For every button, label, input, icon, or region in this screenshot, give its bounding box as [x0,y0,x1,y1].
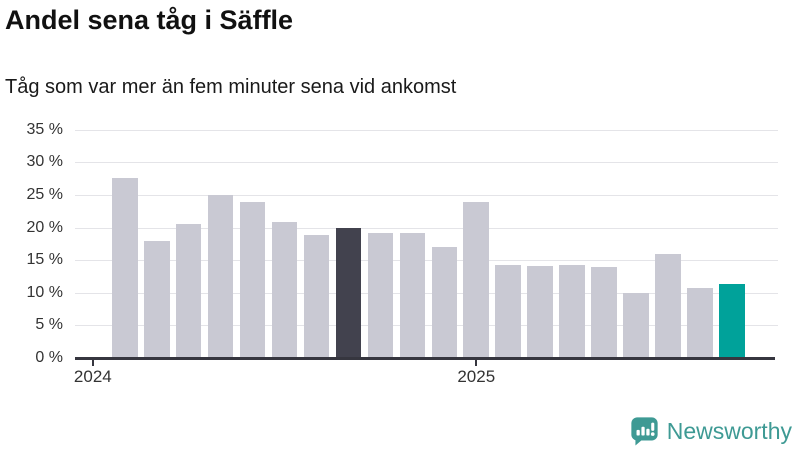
gridline [75,227,778,229]
page-title: Andel sena tåg i Säffle [5,5,294,35]
bar [399,232,426,358]
y-axis-label: 20 % [26,218,63,236]
x-axis-baseline [75,356,775,360]
bar [207,195,234,358]
bar [591,267,617,358]
bar [559,264,585,358]
bar-highlight-previous-year [335,228,362,358]
x-axis-tick [91,359,94,366]
y-axis-label: 25 % [26,186,63,203]
x-axis-tick [475,359,478,366]
x-axis-label: 2025 [457,367,496,386]
y-axis-label: 10 % [26,283,63,301]
y-axis-label: 30 % [26,153,63,171]
gridline [75,260,778,262]
bar [112,178,138,358]
bar [175,223,202,358]
gridline [75,162,778,164]
bar [271,222,298,358]
bar [527,266,553,358]
gridline [75,129,778,131]
chart-subtitle: Tåg som var mer än fem minuter sena vid … [5,76,457,98]
bar [655,254,681,358]
bar [239,202,266,358]
gridline [75,292,778,294]
bar-highlight-latest [719,283,745,358]
newsworthy-wordmark: Newsworthy [666,417,792,444]
newsworthy-branding: Newsworthy [630,416,792,446]
bar [431,247,458,358]
bar [367,232,394,358]
gridline [75,195,778,196]
bar [495,265,521,358]
y-axis-label: 15 % [26,251,63,269]
bar [687,288,713,358]
newsworthy-logo-icon [631,417,658,446]
bar [143,241,170,358]
bar [303,234,330,358]
y-axis-label: 0 % [35,349,63,366]
x-axis-label: 2024 [73,367,112,386]
y-axis-label: 5 % [35,316,63,334]
y-axis-label: 35 % [26,120,63,138]
bar [623,293,649,358]
bar [463,202,490,358]
gridline [75,325,778,327]
